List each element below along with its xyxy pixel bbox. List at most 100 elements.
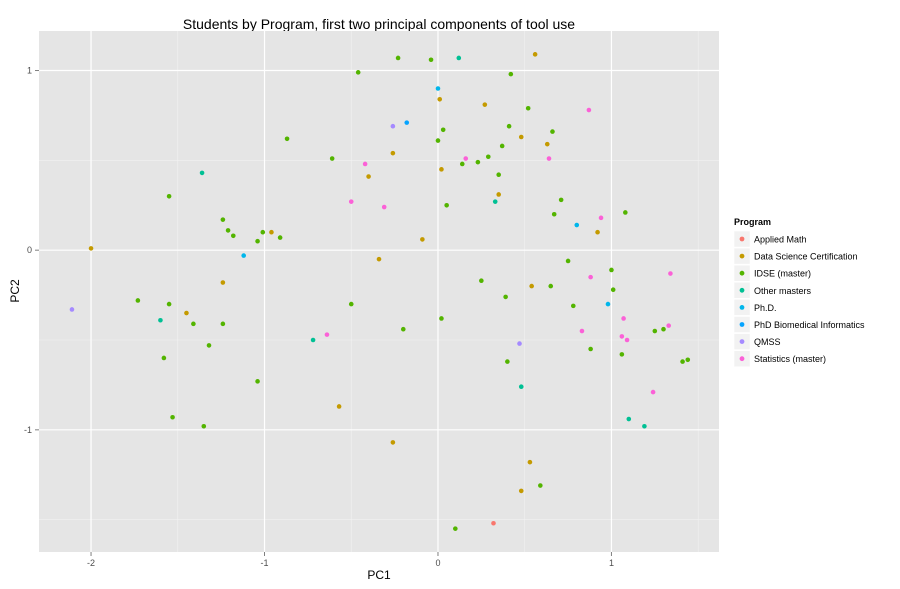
data-point xyxy=(621,316,626,321)
x-tick-label: 0 xyxy=(435,558,440,568)
data-point xyxy=(366,174,371,179)
y-axis-ticks: 1 0 -1 xyxy=(24,66,39,435)
data-point xyxy=(619,352,625,357)
data-point xyxy=(479,278,484,284)
data-point xyxy=(348,301,354,307)
data-point xyxy=(199,170,205,176)
data-point xyxy=(518,488,524,494)
legend-label: Statistics (master) xyxy=(754,354,826,364)
data-point xyxy=(269,229,274,235)
data-point xyxy=(336,404,342,409)
legend-label: Data Science Certification xyxy=(754,252,858,262)
data-point xyxy=(579,328,585,334)
data-point xyxy=(206,343,212,348)
data-point xyxy=(463,156,469,161)
data-point xyxy=(355,70,361,75)
data-point xyxy=(685,357,691,363)
legend-label: Other masters xyxy=(754,286,812,296)
data-point xyxy=(255,379,260,384)
y-tick-label: -1 xyxy=(24,425,32,435)
data-point xyxy=(456,55,462,61)
data-point xyxy=(260,229,266,235)
legend-label: IDSE (master) xyxy=(754,269,811,279)
chart-title: Students by Program, first two principal… xyxy=(183,16,575,32)
data-point xyxy=(491,520,496,526)
legend-key-dot xyxy=(739,236,745,242)
data-point xyxy=(88,246,94,251)
legend-key-dot xyxy=(739,339,745,344)
data-point xyxy=(482,102,488,107)
data-point xyxy=(241,253,246,258)
data-point xyxy=(544,141,550,147)
legend-label: Applied Math xyxy=(754,235,807,245)
data-point xyxy=(348,199,354,204)
data-point xyxy=(390,123,396,129)
data-point xyxy=(277,235,283,240)
data-point xyxy=(220,280,226,285)
legend-key-dot xyxy=(739,253,745,259)
data-point xyxy=(284,136,290,142)
data-point xyxy=(324,332,330,337)
x-tick-label: 1 xyxy=(609,558,614,568)
data-point xyxy=(609,267,614,273)
data-point xyxy=(184,310,189,316)
x-axis-ticks: -2 -1 0 1 xyxy=(87,552,614,568)
data-point xyxy=(166,193,172,199)
data-point xyxy=(420,237,425,242)
data-point xyxy=(492,199,498,204)
x-tick-label: -2 xyxy=(87,558,95,568)
data-point xyxy=(506,123,512,129)
data-point xyxy=(220,321,226,327)
y-tick-label: 1 xyxy=(27,66,32,76)
x-axis-label: PC1 xyxy=(367,568,391,582)
data-point xyxy=(503,294,508,300)
data-point xyxy=(496,172,501,178)
data-point xyxy=(668,271,673,276)
legend-items: Applied Math Data Science Certification ID… xyxy=(733,230,865,367)
data-point xyxy=(404,120,410,125)
data-point xyxy=(548,283,554,289)
data-point xyxy=(525,105,531,111)
data-point xyxy=(595,229,600,235)
data-point xyxy=(453,526,458,531)
data-point xyxy=(666,323,671,328)
data-point xyxy=(381,204,387,210)
data-point xyxy=(642,423,647,429)
data-point xyxy=(390,440,396,445)
data-point xyxy=(558,197,564,203)
legend-key-dot xyxy=(739,322,745,327)
major-gridlines xyxy=(39,31,719,552)
data-point xyxy=(652,328,658,334)
data-point xyxy=(135,298,141,303)
data-point xyxy=(161,355,167,361)
data-point xyxy=(527,459,533,465)
data-point xyxy=(551,211,557,217)
data-point xyxy=(439,167,444,172)
data-point xyxy=(225,228,231,233)
data-point xyxy=(610,287,616,293)
data-point xyxy=(475,159,481,165)
data-point xyxy=(661,326,666,332)
legend-key-dot xyxy=(739,305,745,310)
data-point xyxy=(505,359,510,364)
data-point xyxy=(517,341,522,346)
data-point xyxy=(376,256,382,262)
data-point xyxy=(588,274,593,280)
data-point xyxy=(532,52,538,57)
legend-label: QMSS xyxy=(754,337,781,347)
data-point xyxy=(508,71,514,77)
data-point xyxy=(496,192,501,197)
data-point xyxy=(619,334,625,339)
data-point xyxy=(362,161,368,167)
data-point xyxy=(310,337,316,343)
data-point xyxy=(485,154,491,160)
x-tick-label: -1 xyxy=(261,558,269,568)
data-point xyxy=(435,138,441,143)
data-point xyxy=(439,316,444,321)
y-axis-label: PC2 xyxy=(8,279,22,303)
data-point xyxy=(518,134,524,140)
legend-key-dot xyxy=(739,270,745,276)
data-point xyxy=(529,283,534,289)
data-point xyxy=(220,217,226,222)
